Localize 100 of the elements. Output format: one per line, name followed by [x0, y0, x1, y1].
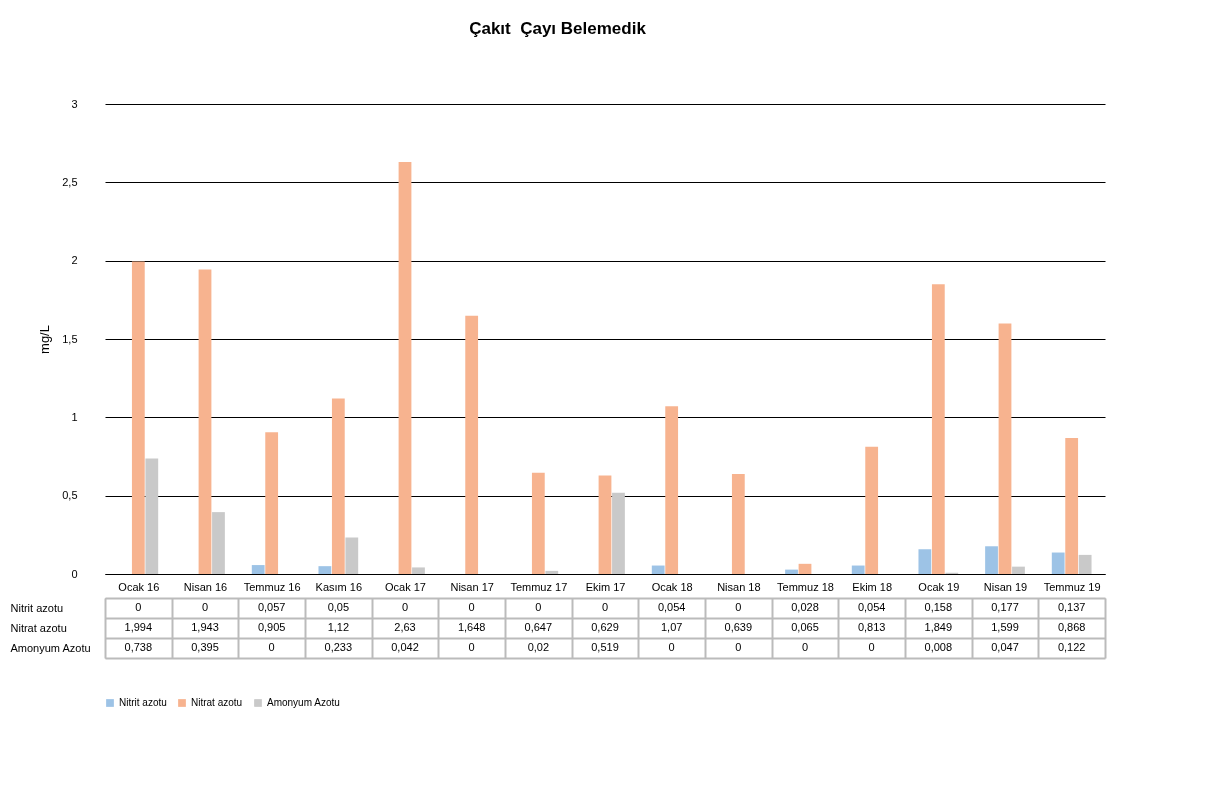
bar [785, 569, 798, 574]
y-tick-label: 3 [71, 97, 78, 110]
data-label: 0,028 [791, 601, 819, 613]
legend-label: Nitrit azotu [119, 697, 167, 708]
bar [1078, 554, 1092, 574]
data-label: 1,599 [991, 621, 1019, 633]
data-label: 0,057 [257, 601, 286, 613]
x-tick-label: Nisan 16 [183, 580, 228, 593]
y-tick-label: 2 [71, 254, 78, 267]
x-tick-label: Ocak 17 [385, 580, 426, 593]
data-label: 0,054 [857, 601, 886, 613]
bar [331, 398, 345, 574]
data-label: 1,07 [660, 621, 683, 633]
data-label: 0 [601, 601, 609, 613]
data-label: 0 [668, 641, 675, 653]
x-tick-label: Kasım 16 [315, 580, 363, 593]
data-label: 0,868 [1057, 621, 1086, 633]
bar [465, 315, 479, 574]
data-label: 0,02 [527, 641, 550, 653]
x-tick-label: Temmuz 18 [777, 580, 834, 593]
x-tick-label: Temmuz 16 [243, 580, 301, 593]
x-tick-label: Ekim 17 [585, 580, 626, 593]
legend-label: Nitrat azotu [191, 697, 243, 708]
data-label: 0,639 [724, 621, 753, 633]
bar [1012, 566, 1025, 574]
data-label: 0 [868, 641, 875, 653]
data-label: 0,158 [924, 601, 953, 613]
x-tick-label: Ekim 18 [852, 580, 893, 593]
y-axis-title: mg/L [37, 325, 53, 354]
bar [731, 473, 745, 574]
bar [918, 549, 932, 574]
bar [612, 492, 625, 574]
data-label: 0,05 [327, 601, 350, 613]
bar [985, 546, 998, 574]
bar [931, 284, 945, 574]
bar [665, 406, 679, 574]
bar [998, 323, 1012, 574]
x-tick-label: Ocak 16 [118, 580, 160, 593]
data-label: 1,648 [457, 621, 486, 633]
bar [531, 472, 545, 574]
x-tick-label: Temmuz 17 [510, 580, 568, 593]
x-tick-label: Nisan 17 [450, 580, 494, 593]
data-label: 0 [268, 641, 275, 653]
x-tick-label: Ocak 19 [918, 580, 960, 593]
y-tick-label: 1 [71, 410, 78, 423]
x-tick-label: Ocak 18 [651, 580, 693, 593]
bar [798, 563, 812, 574]
data-label: 1,12 [327, 621, 350, 633]
data-label: 2,63 [394, 621, 416, 633]
data-label: 0,647 [524, 621, 553, 633]
data-label: 0,054 [657, 601, 686, 613]
y-tick-label: 2,5 [62, 175, 78, 188]
data-label: 1,943 [191, 621, 219, 633]
data-label: 0 [735, 641, 742, 653]
bar [212, 512, 225, 574]
y-tick-label: 0,5 [62, 489, 78, 502]
legend-label: Amonyum Azotu [267, 697, 340, 708]
data-label: 0,905 [257, 621, 286, 633]
data-label: 0,395 [191, 641, 219, 653]
y-tick-label: 1,5 [62, 332, 78, 345]
data-label: 1,994 [124, 621, 153, 633]
data-label: 0,047 [991, 641, 1019, 653]
data-label: 1,849 [924, 621, 953, 633]
data-label: 0 [468, 601, 475, 613]
x-tick-label: Nisan 18 [717, 580, 761, 593]
data-label: 0 [468, 641, 475, 653]
data-label: 0,065 [791, 621, 819, 633]
data-label: 0,233 [324, 641, 353, 653]
data-label: 0,008 [924, 641, 953, 653]
x-tick-label: Nisan 19 [983, 580, 1028, 593]
data-label: 0,042 [391, 641, 419, 653]
bar [598, 475, 612, 574]
data-label: 0,122 [1057, 641, 1086, 653]
bar [318, 566, 332, 574]
bar [145, 458, 159, 574]
data-label: 0,813 [857, 621, 886, 633]
y-tick-label: 0 [71, 567, 78, 580]
data-label: 0 [401, 601, 409, 613]
data-label: 0 [801, 641, 809, 653]
data-label: 0,177 [991, 601, 1019, 613]
bar [651, 565, 665, 574]
bar [131, 261, 145, 574]
bar [345, 537, 359, 574]
data-label: 0,738 [124, 641, 153, 653]
text: Nitrat azotu [10, 621, 67, 634]
bar [865, 446, 879, 574]
bar [412, 567, 425, 574]
x-tick-label: Temmuz 19 [1043, 580, 1101, 593]
bar [251, 565, 265, 574]
data-label: 0 [201, 601, 209, 613]
bar [265, 432, 279, 574]
data-label: 0,629 [591, 621, 619, 633]
bar [1051, 552, 1065, 574]
data-label: 0,137 [1057, 601, 1086, 613]
text: Amonyum Azotu [10, 641, 91, 654]
text: Nitrit azotu [10, 601, 64, 614]
data-label: 0,519 [591, 641, 619, 653]
bar [851, 565, 865, 574]
bar [398, 161, 412, 574]
bar [198, 269, 212, 574]
